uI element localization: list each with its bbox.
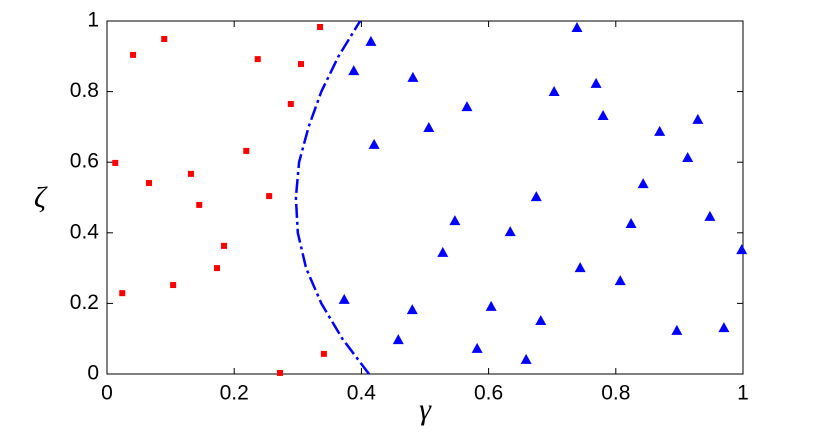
triangle-point	[548, 85, 560, 96]
y-tick-label: 0.2	[70, 291, 99, 314]
triangle-point	[423, 121, 435, 132]
x-axis-label: γ	[419, 393, 432, 426]
square-point	[112, 159, 119, 166]
triangle-point	[338, 293, 350, 304]
square-point	[187, 170, 194, 177]
x-tick-label: 0.8	[601, 382, 630, 405]
x-tick-label: 1	[737, 382, 749, 405]
triangle-point	[365, 35, 377, 46]
square-point	[317, 24, 324, 31]
triangle-point	[520, 353, 532, 364]
y-tick-label: 0.4	[70, 220, 100, 243]
x-tick-label: 0.6	[474, 382, 503, 405]
triangle-point	[614, 275, 626, 286]
square-point	[297, 61, 304, 68]
y-axis-label: ζ	[34, 181, 48, 214]
triangle-point	[736, 244, 748, 255]
square-point	[276, 369, 283, 376]
y-tick-label: 0.6	[70, 150, 99, 173]
triangle-point	[461, 101, 473, 112]
triangle-point	[392, 334, 404, 345]
triangle-point	[368, 138, 380, 149]
square-point	[214, 265, 221, 272]
triangle-point	[637, 178, 649, 189]
square-point	[320, 350, 327, 357]
triangle-point	[471, 342, 483, 353]
square-point	[287, 100, 294, 107]
triangle-point	[407, 71, 419, 82]
triangle-point	[590, 77, 602, 88]
triangle-point	[682, 151, 694, 162]
triangle-point	[654, 125, 666, 136]
square-point	[266, 193, 273, 200]
triangle-point	[704, 210, 716, 221]
plot-frame	[106, 20, 744, 375]
triangle-point	[671, 324, 683, 335]
x-tick-label: 0	[101, 382, 113, 405]
triangle-point	[437, 246, 449, 257]
square-point	[145, 180, 152, 187]
triangle-point	[597, 109, 609, 120]
triangle-point	[530, 191, 542, 202]
triangle-point	[571, 22, 583, 33]
square-point	[254, 56, 261, 63]
triangle-point	[625, 217, 637, 228]
triangle-point	[449, 215, 461, 226]
triangle-point	[718, 322, 730, 333]
triangle-point	[535, 315, 547, 326]
y-tick-label: 1	[87, 9, 99, 32]
square-point	[130, 51, 137, 58]
triangle-point	[348, 65, 360, 76]
triangle-point	[485, 300, 497, 311]
triangle-point	[406, 304, 418, 315]
triangle-point	[504, 226, 516, 237]
square-point	[221, 242, 228, 249]
y-tick-label: 0	[87, 362, 99, 385]
triangle-point	[574, 262, 586, 273]
triangle-point	[692, 113, 704, 124]
boundary-line	[294, 20, 371, 375]
square-point	[161, 36, 168, 43]
x-tick-label: 0.2	[220, 382, 249, 405]
square-point	[196, 201, 203, 208]
square-point	[119, 290, 126, 297]
square-point	[243, 147, 250, 154]
x-tick-label: 0.4	[347, 382, 377, 405]
y-tick-label: 0.8	[70, 79, 99, 102]
square-point	[170, 282, 177, 289]
